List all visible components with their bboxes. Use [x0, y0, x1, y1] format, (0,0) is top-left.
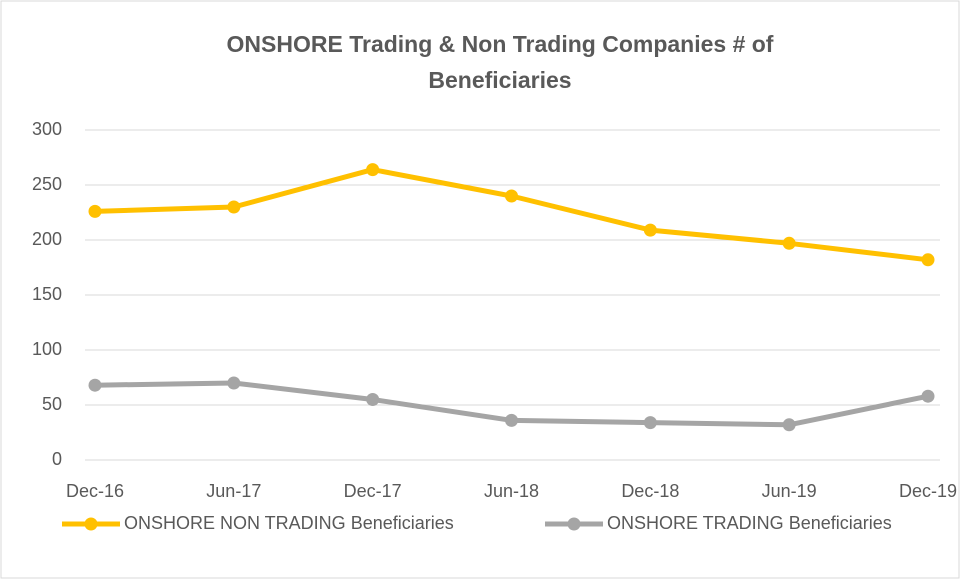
legend-marker	[567, 517, 581, 531]
x-tick-label: Dec-18	[621, 481, 679, 501]
y-tick-label: 200	[32, 229, 62, 249]
data-point	[227, 200, 241, 214]
data-point	[366, 163, 380, 177]
data-point	[505, 189, 518, 203]
x-tick-label: Dec-19	[899, 481, 957, 501]
x-tick-label: Jun-17	[206, 481, 261, 501]
y-tick-label: 250	[32, 174, 62, 194]
legend-marker	[84, 517, 98, 531]
data-point	[88, 204, 102, 218]
x-tick-label: Dec-17	[344, 481, 402, 501]
x-tick-label: Dec-16	[66, 481, 124, 501]
chart-title: ONSHORE Trading & Non Trading Companies …	[226, 31, 774, 93]
data-point	[921, 253, 935, 267]
legend-label: ONSHORE TRADING Beneficiaries	[607, 513, 892, 533]
data-point	[227, 376, 241, 390]
y-tick-label: 0	[52, 449, 62, 469]
data-point	[505, 413, 518, 427]
data-point	[643, 223, 657, 237]
y-tick-label: 150	[32, 284, 62, 304]
data-point	[782, 236, 796, 250]
data-point	[366, 393, 380, 406]
x-tick-label: Jun-19	[762, 481, 817, 501]
y-tick-label: 50	[42, 394, 62, 414]
data-point	[782, 418, 796, 432]
data-point	[643, 416, 657, 430]
y-tick-label: 300	[32, 119, 62, 139]
legend-label: ONSHORE NON TRADING Beneficiaries	[124, 513, 454, 533]
x-tick-label: Jun-18	[484, 481, 539, 501]
y-tick-label: 100	[32, 339, 62, 359]
data-point	[88, 378, 102, 392]
data-point	[921, 389, 935, 403]
